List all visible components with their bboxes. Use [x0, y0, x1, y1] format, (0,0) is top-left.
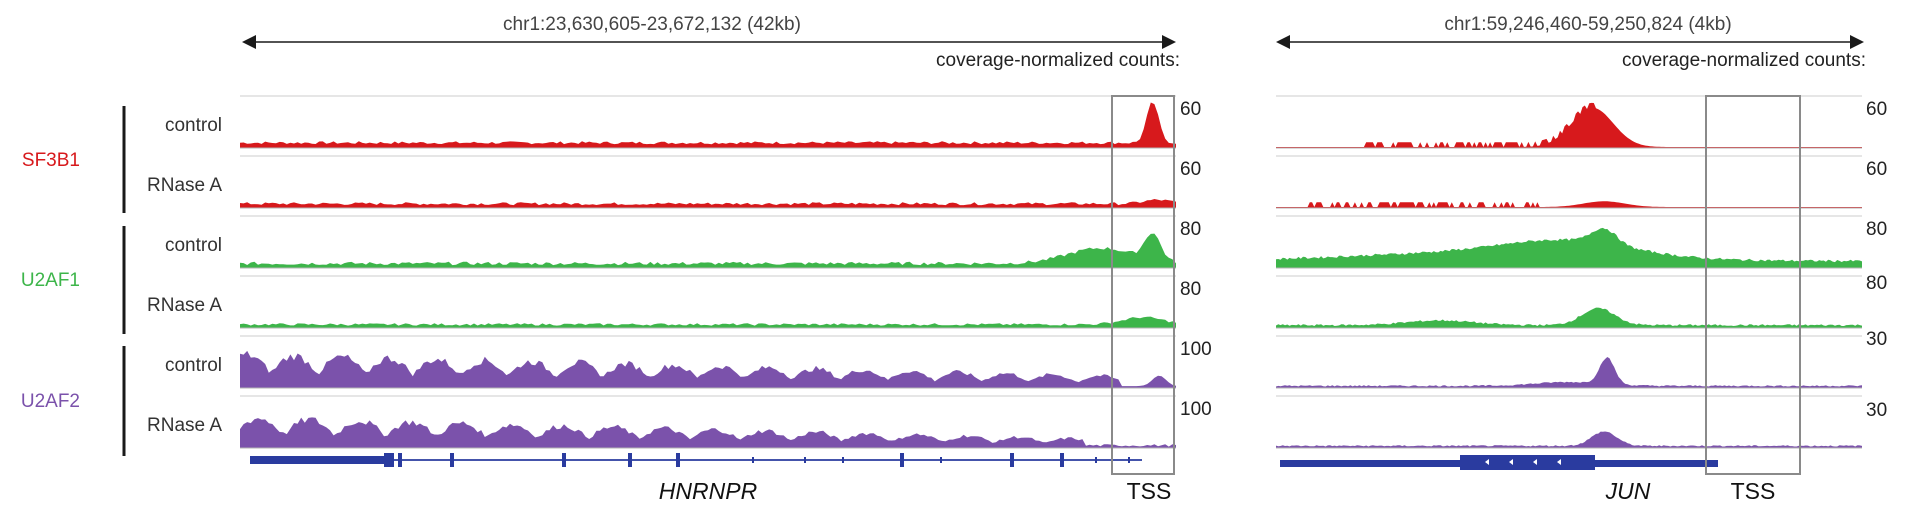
tss-box-left: [1111, 95, 1175, 475]
group-label-sf3b1: SF3B1: [22, 150, 80, 171]
coverage-track-u2af2-control-left: [240, 350, 1176, 388]
condition-label-u2af2-control: control: [165, 355, 222, 376]
exon-mark: [842, 457, 844, 463]
exon-mark: [940, 457, 942, 463]
condition-label-sf3b1-rnase: RNase A: [147, 175, 222, 196]
gene-name-hnrnpr: HNRNPR: [659, 478, 757, 504]
scale-label: 60: [1180, 159, 1201, 180]
group-label-u2af1: U2AF1: [21, 270, 80, 291]
coverage-track-u2af2-rnase-left: [240, 417, 1176, 448]
exon-mark: [900, 453, 904, 467]
coverage-track-u2af1-control-left: [240, 233, 1176, 268]
scale-label: 80: [1866, 273, 1887, 294]
coverage-track-sf3b1-control-right: [1276, 102, 1862, 148]
scale-label: 60: [1866, 159, 1887, 180]
gene-model-hnrnpr: [250, 453, 1142, 467]
scale-label: 100: [1180, 339, 1212, 360]
exon-mark: [1128, 457, 1130, 463]
range-arrow-right: [1276, 35, 1864, 49]
coverage-track-u2af1-rnase-left: [240, 316, 1176, 328]
coverage-track-u2af1-control-right: [1276, 227, 1862, 268]
tss-label-right: TSS: [1731, 478, 1776, 504]
coverage-track-sf3b1-control-left: [240, 102, 1176, 148]
coverage-track-sf3b1-rnase-left: [240, 199, 1176, 208]
exon-mark: [450, 453, 454, 467]
coverage-track-u2af1-rnase-right: [1276, 307, 1862, 328]
exon-mark: [1095, 457, 1097, 463]
range-arrow-left: [242, 35, 1176, 49]
scale-label: 30: [1866, 329, 1887, 350]
exon-mark: [562, 453, 566, 467]
scale-label: 30: [1866, 400, 1887, 421]
row-labels: SF3B1 U2AF1 U2AF2 control RNase A contro…: [21, 106, 222, 456]
group-label-u2af2: U2AF2: [21, 391, 80, 412]
locus-label-left: chr1:23,630,605-23,672,132 (42kb): [503, 14, 801, 35]
panel-left: chr1:23,630,605-23,672,132 (42kb) covera…: [240, 14, 1212, 504]
exon-mark: [628, 453, 632, 467]
scale-label: 80: [1180, 219, 1201, 240]
scale-label: 60: [1180, 99, 1201, 120]
exon-mark: [676, 453, 680, 467]
exon-mark: [1060, 453, 1064, 467]
panel-right: chr1:59,246,460-59,250,824 (4kb) coverag…: [1276, 14, 1887, 504]
condition-label-u2af2-rnase: RNase A: [147, 415, 222, 436]
exon-mark: [804, 457, 806, 463]
tss-box-right: [1705, 95, 1801, 475]
tss-label-left: TSS: [1127, 478, 1172, 504]
scale-label: 80: [1180, 279, 1201, 300]
condition-label-u2af1-control: control: [165, 235, 222, 256]
scale-label: 100: [1180, 399, 1212, 420]
gene-name-jun: JUN: [1605, 478, 1651, 504]
tracks-right: [1276, 95, 1862, 449]
locus-label-right: chr1:59,246,460-59,250,824 (4kb): [1444, 14, 1731, 35]
tracks-left: [240, 95, 1176, 449]
coverage-track-sf3b1-rnase-right: [1276, 201, 1862, 208]
coverage-label-right: coverage-normalized counts:: [1622, 50, 1866, 71]
coverage-track-u2af2-control-right: [1276, 357, 1862, 388]
scale-label: 60: [1866, 99, 1887, 120]
coverage-track-u2af2-rnase-right: [1276, 431, 1862, 448]
exon-mark: [1010, 453, 1014, 467]
condition-label-sf3b1-control: control: [165, 115, 222, 136]
coverage-label-left: coverage-normalized counts:: [936, 50, 1180, 71]
condition-label-u2af1-rnase: RNase A: [147, 295, 222, 316]
exon-mark: [752, 457, 754, 463]
scale-label: 80: [1866, 219, 1887, 240]
gene-model-jun: [1280, 455, 1718, 470]
